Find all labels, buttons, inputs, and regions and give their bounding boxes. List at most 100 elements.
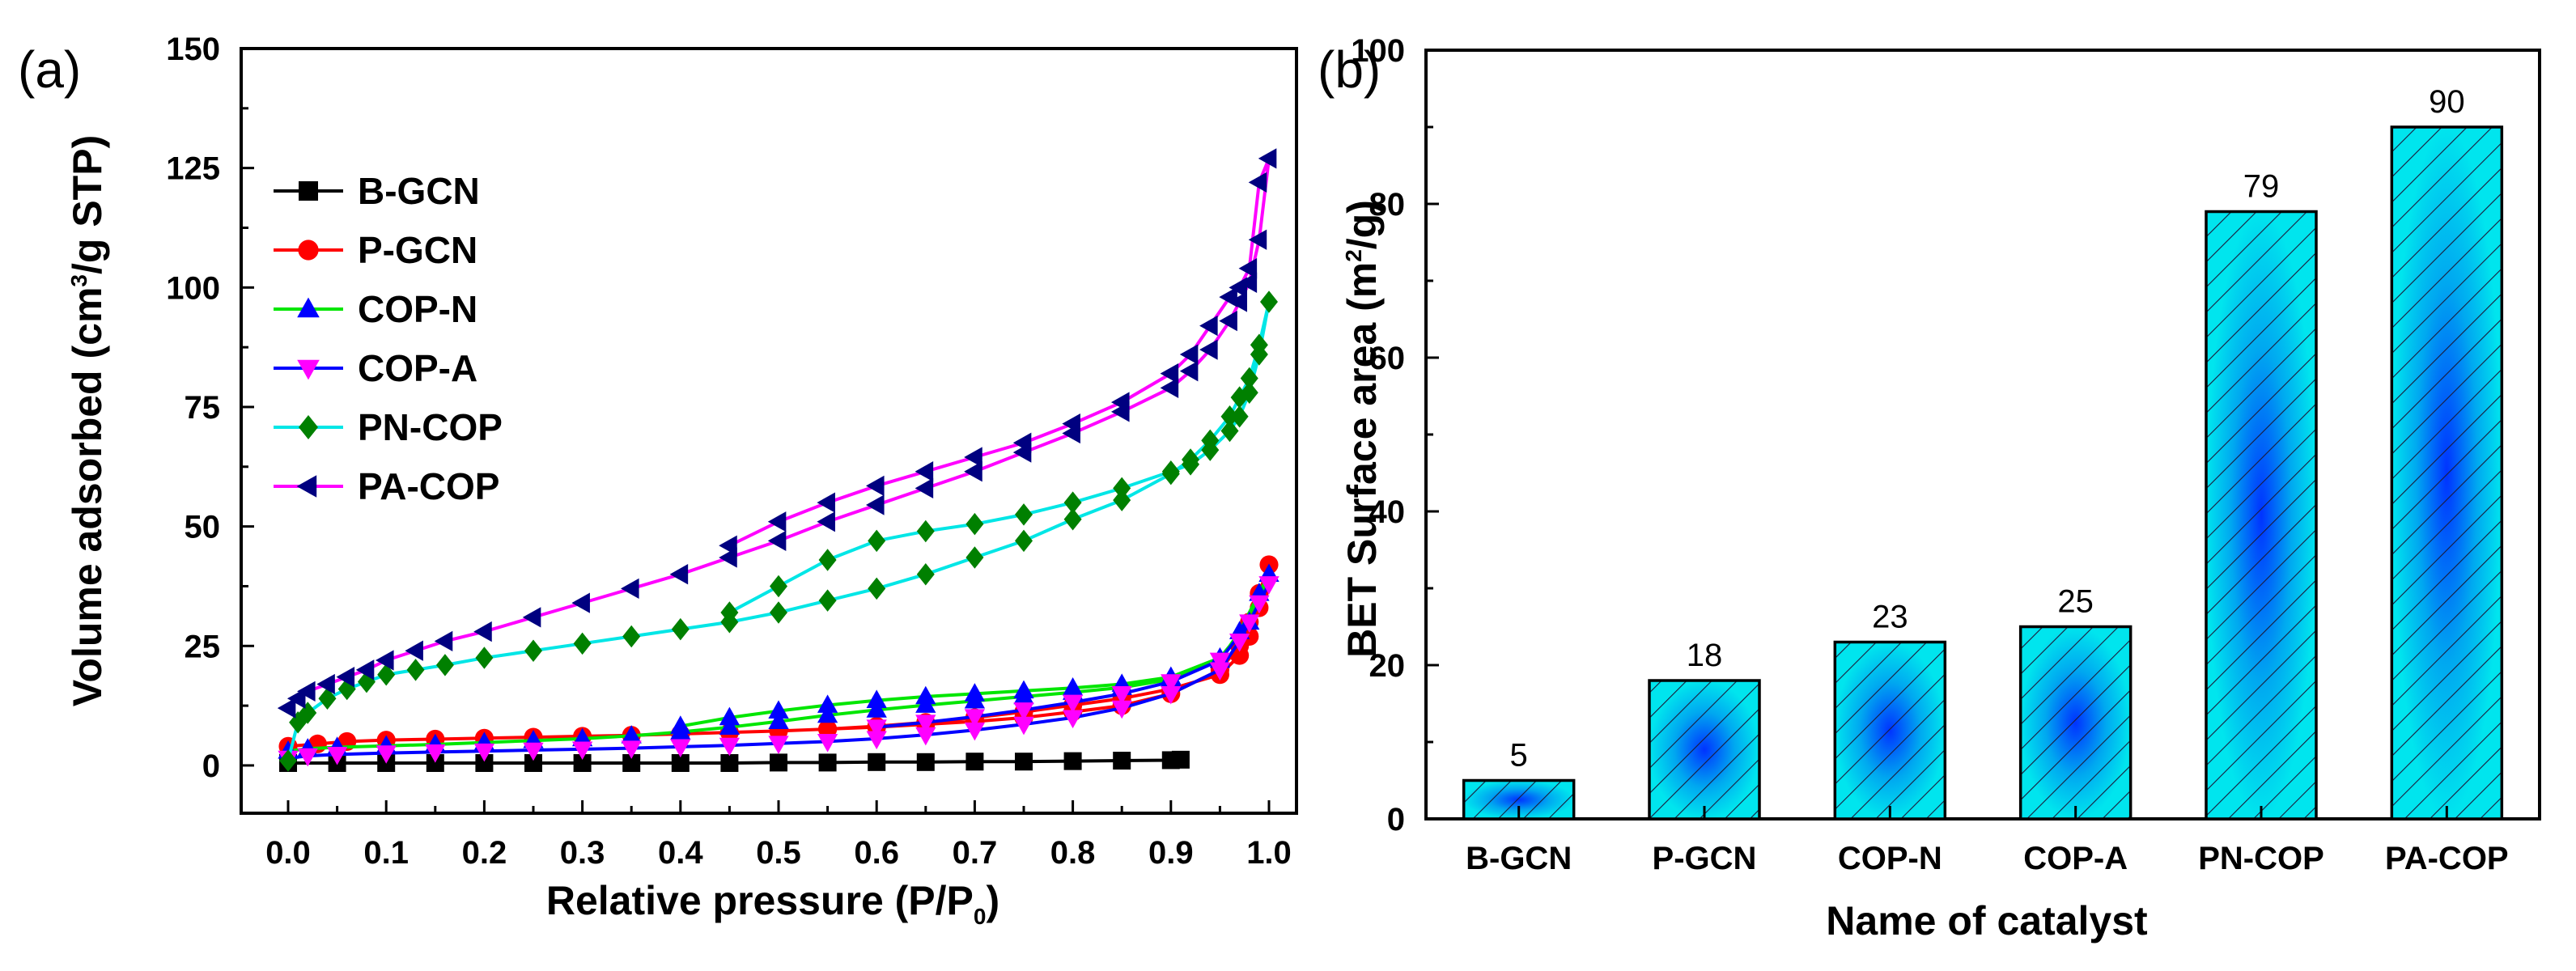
data-point-pa-cop (915, 461, 934, 482)
data-point-pn-cop (770, 601, 787, 624)
data-point-cop-n (1013, 680, 1034, 699)
data-point-pa-cop (1199, 315, 1218, 337)
data-point-pa-cop (719, 535, 737, 556)
legend-label-b-gcn: B-GCN (358, 170, 480, 212)
panel-b-x-tick-label: COP-N (1838, 841, 1942, 876)
data-point-pn-cop (916, 562, 935, 586)
data-point-cop-a (571, 741, 593, 761)
panel-a-y-tick-label: 125 (166, 151, 220, 187)
panel-a-x-tick-label: 0.4 (658, 835, 703, 871)
data-point-cop-a (1229, 634, 1250, 652)
data-point-b-gcn (965, 753, 984, 771)
data-point-cop-a (1258, 576, 1280, 595)
data-point-cop-a (719, 737, 741, 757)
data-point-p-gcn (818, 719, 838, 739)
data-point-pa-cop (473, 621, 492, 642)
panel-a-isotherms: (a) Relative pressure (P/P0) Volume adso… (18, 32, 1298, 929)
data-point-pn-cop (868, 529, 886, 553)
data-point-pn-cop (318, 687, 337, 710)
data-point-b-gcn (475, 753, 494, 772)
bar-hatch-p-gcn (1649, 681, 1759, 819)
data-point-pa-cop (964, 447, 982, 468)
panel-b-y-tick-label: 40 (1369, 494, 1406, 530)
data-point-cop-a (326, 747, 348, 765)
bar-value-label: 90 (2429, 84, 2465, 120)
panel-b-y-tick-label: 20 (1369, 648, 1406, 684)
panel-b-plot-area: 0 20 40 60 80 100 5 B-GCN 18 P-GCN 23 COP-N 25 COP-A 7… (1351, 33, 2541, 876)
legend-marker-p-gcn (298, 240, 319, 261)
data-point-cop-n (1062, 677, 1084, 696)
data-point-cop-a (866, 731, 887, 750)
data-point-pn-cop (1063, 508, 1082, 531)
data-point-cop-n (719, 716, 741, 736)
data-point-b-gcn (524, 753, 542, 772)
data-point-cop-n (670, 715, 691, 734)
data-point-cop-a (1209, 662, 1231, 681)
data-point-pa-cop (434, 630, 453, 652)
bar-value-label: 79 (2243, 169, 2280, 205)
data-point-cop-a (1111, 700, 1132, 719)
panel-b-x-axis-label: Name of catalyst (1826, 898, 2148, 943)
data-point-cop-n (964, 683, 986, 702)
bar-group-p-gcn: 18 P-GCN (1648, 638, 1761, 876)
panel-b-y-axis-label: BET Surface area (m2/g) (1339, 200, 1385, 658)
data-point-pn-cop (1113, 477, 1131, 500)
data-point-pn-cop (916, 519, 935, 543)
panel-b-x-tick-label: PN-COP (2198, 841, 2324, 876)
bar-hatch-pa-cop (2391, 127, 2502, 819)
data-point-cop-a (473, 743, 495, 762)
bar-group-cop-n: 23 COP-N (1833, 600, 1947, 876)
panel-b-x-tick-label: P-GCN (1653, 841, 1757, 876)
data-point-cop-a (915, 714, 936, 733)
data-point-pa-cop (669, 564, 689, 585)
data-point-pa-cop (1179, 361, 1199, 382)
data-point-pa-cop (767, 511, 787, 532)
data-point-cop-n (768, 700, 789, 719)
panel-a-label: (a) (18, 40, 81, 99)
data-point-b-gcn (868, 753, 886, 771)
data-point-pn-cop (406, 659, 425, 681)
panel-a-y-tick-label: 50 (185, 510, 221, 545)
panel-a-x-tick-label: 0.6 (854, 835, 899, 871)
data-point-pa-cop (1219, 311, 1237, 332)
panel-a-y-tick-label: 25 (185, 629, 221, 664)
data-point-cop-a (297, 748, 318, 767)
data-point-pa-cop (866, 494, 885, 515)
panel-a-y-axis-label: Volume adsorbed (cm3/g STP) (65, 135, 110, 706)
data-point-pa-cop (1229, 277, 1247, 298)
legend-label-cop-n: COP-N (358, 288, 477, 330)
data-point-cop-a (376, 745, 397, 764)
data-point-pa-cop (1229, 291, 1247, 312)
data-point-cop-a (1062, 694, 1084, 714)
data-point-cop-a (1062, 710, 1084, 729)
panel-a-x-axis-label: Relative pressure (P/P0) (546, 878, 999, 929)
legend-marker-cop-a (297, 359, 320, 380)
legend-marker-cop-n (297, 297, 320, 318)
data-point-pa-cop (1111, 392, 1130, 413)
series-cop-a (278, 576, 1280, 770)
data-point-pa-cop (277, 698, 296, 719)
data-point-cop-n (817, 694, 838, 713)
data-point-pa-cop (571, 592, 590, 613)
data-point-cop-a (1013, 702, 1034, 721)
data-point-pn-cop (671, 617, 690, 641)
panel-a-x-tick-label: 0.0 (265, 835, 311, 871)
data-point-b-gcn (671, 753, 690, 772)
data-point-pn-cop (573, 632, 592, 655)
data-point-b-gcn (1063, 752, 1082, 770)
data-point-pn-cop (435, 654, 454, 676)
data-point-pn-cop (622, 625, 641, 648)
data-point-pn-cop (1220, 419, 1239, 443)
legend-label-cop-a: COP-A (358, 347, 477, 389)
bar-value-label: 18 (1687, 638, 1723, 673)
data-point-cop-n (866, 699, 887, 718)
panel-a-y-tick-label: 75 (185, 390, 221, 426)
data-point-pa-cop (1179, 344, 1199, 365)
data-point-cop-a (1161, 674, 1182, 693)
legend-label-pn-cop: PN-COP (358, 406, 503, 448)
bar-group-b-gcn: 5 B-GCN (1462, 738, 1576, 876)
data-point-cop-a (1239, 614, 1260, 633)
data-point-pa-cop (355, 659, 375, 681)
data-point-cop-a (425, 744, 446, 763)
data-point-cop-n (866, 689, 887, 708)
